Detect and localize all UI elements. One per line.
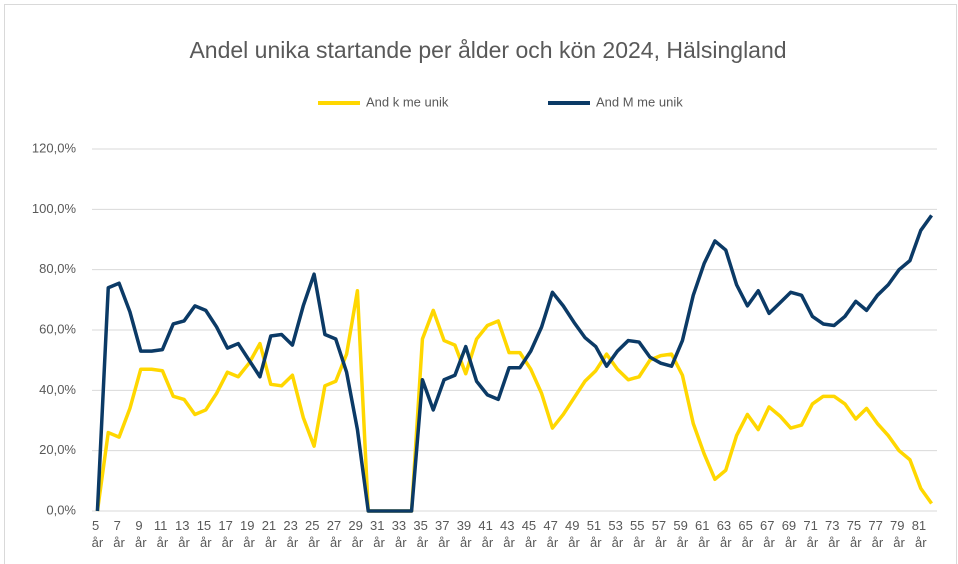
x-tick-label: 43 år — [500, 518, 518, 550]
x-tick-label: 51 år — [587, 518, 605, 550]
x-tick-label: 39 år — [457, 518, 475, 550]
x-tick-label: 69 år — [782, 518, 800, 550]
x-tick-label: 9 år — [135, 518, 147, 550]
x-tick-label: 15 år — [197, 518, 215, 550]
x-tick-label: 63 år — [717, 518, 735, 550]
x-tick-label: 27 år — [327, 518, 345, 550]
x-tick-label: 33 år — [392, 518, 410, 550]
x-tick-label: 45 år — [522, 518, 540, 550]
x-tick-label: 71 år — [803, 518, 821, 550]
x-tick-label: 5 år — [92, 518, 104, 550]
x-tick-label: 19 år — [240, 518, 258, 550]
x-tick-label: 73 år — [825, 518, 843, 550]
x-tick-label: 61 år — [695, 518, 713, 550]
x-tick-label: 41 år — [478, 518, 496, 550]
y-tick-label: 40,0% — [39, 382, 76, 397]
y-tick-label: 120,0% — [32, 140, 77, 155]
x-tick-label: 35 år — [413, 518, 431, 550]
x-tick-label: 53 år — [608, 518, 626, 550]
x-tick-label: 11 år — [154, 518, 171, 550]
x-tick-label: 29 år — [348, 518, 366, 550]
x-tick-label: 49 år — [565, 518, 583, 550]
x-tick-label: 13 år — [175, 518, 193, 550]
x-tick-label: 37 år — [435, 518, 453, 550]
y-tick-label: 80,0% — [39, 261, 76, 276]
x-tick-label: 81 år — [912, 518, 930, 550]
x-tick-label: 47 år — [543, 518, 561, 550]
series-line — [95, 289, 934, 513]
x-tick-label: 7 år — [113, 518, 125, 550]
x-tick-label: 67 år — [760, 518, 778, 550]
x-tick-label: 75 år — [847, 518, 865, 550]
legend-label: And k me unik — [366, 94, 449, 109]
y-tick-label: 100,0% — [32, 201, 77, 216]
x-tick-label: 31 år — [370, 518, 388, 550]
x-tick-label: 57 år — [652, 518, 670, 550]
x-tick-label: 21 år — [262, 518, 280, 550]
x-tick-label: 77 år — [868, 518, 886, 550]
x-tick-label: 59 år — [673, 518, 691, 550]
x-tick-label: 17 år — [218, 518, 236, 550]
x-tick-label: 65 år — [738, 518, 756, 550]
series-line — [95, 214, 934, 513]
chart-title: Andel unika startande per ålder och kön … — [189, 37, 786, 63]
x-tick-label: 55 år — [630, 518, 648, 550]
y-tick-label: 0,0% — [46, 502, 76, 517]
legend-label: And M me unik — [596, 94, 683, 109]
x-tick-label: 23 år — [283, 518, 301, 550]
x-tick-label: 25 år — [305, 518, 323, 550]
y-tick-label: 20,0% — [39, 442, 76, 457]
x-tick-label: 79 år — [890, 518, 908, 550]
chart-border — [4, 4, 957, 564]
y-tick-label: 60,0% — [39, 321, 76, 336]
